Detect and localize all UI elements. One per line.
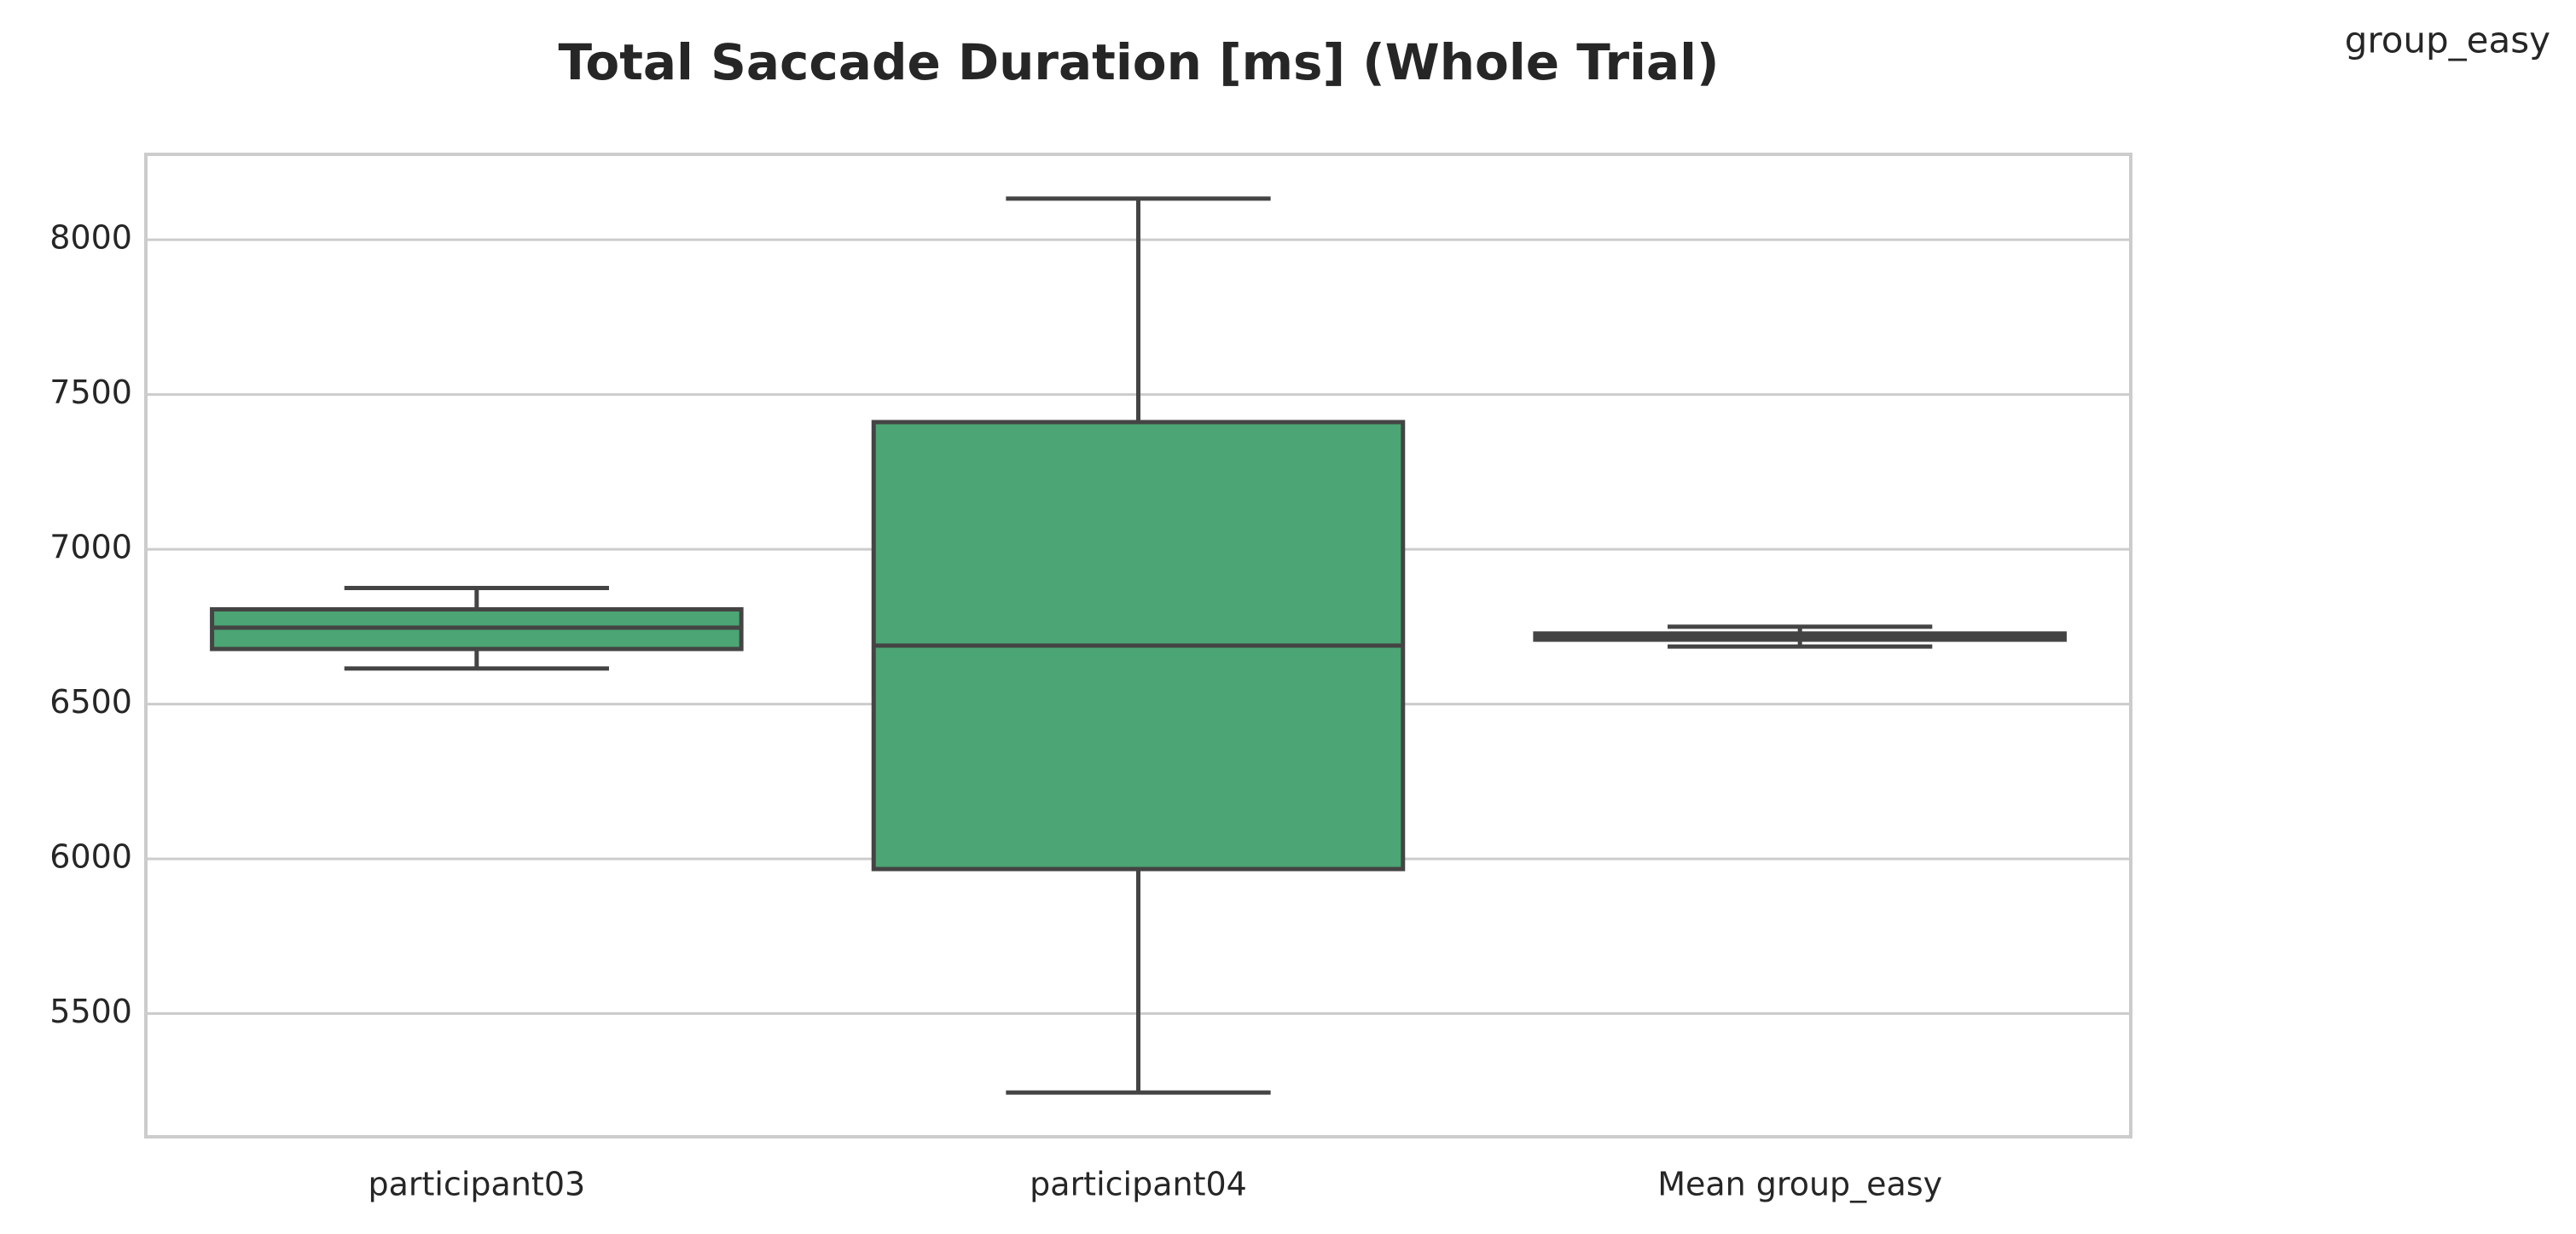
annotation: group_easy	[2345, 20, 2550, 61]
chart-title: Total Saccade Duration [ms] (Whole Trial…	[558, 33, 1719, 91]
y-tick-label: 6000	[49, 838, 132, 876]
y-tick-label: 7000	[49, 529, 132, 566]
y-tick-label: 7500	[49, 374, 132, 411]
plot-frame	[144, 153, 2132, 1138]
y-tick-label: 5500	[49, 993, 132, 1030]
x-tick-label: Mean group_easy	[1657, 1166, 1942, 1203]
x-tick-label: participant03	[368, 1166, 585, 1203]
x-tick-label: participant04	[1030, 1166, 1247, 1203]
y-tick-label: 6500	[49, 683, 132, 721]
y-tick-label: 8000	[49, 219, 132, 257]
